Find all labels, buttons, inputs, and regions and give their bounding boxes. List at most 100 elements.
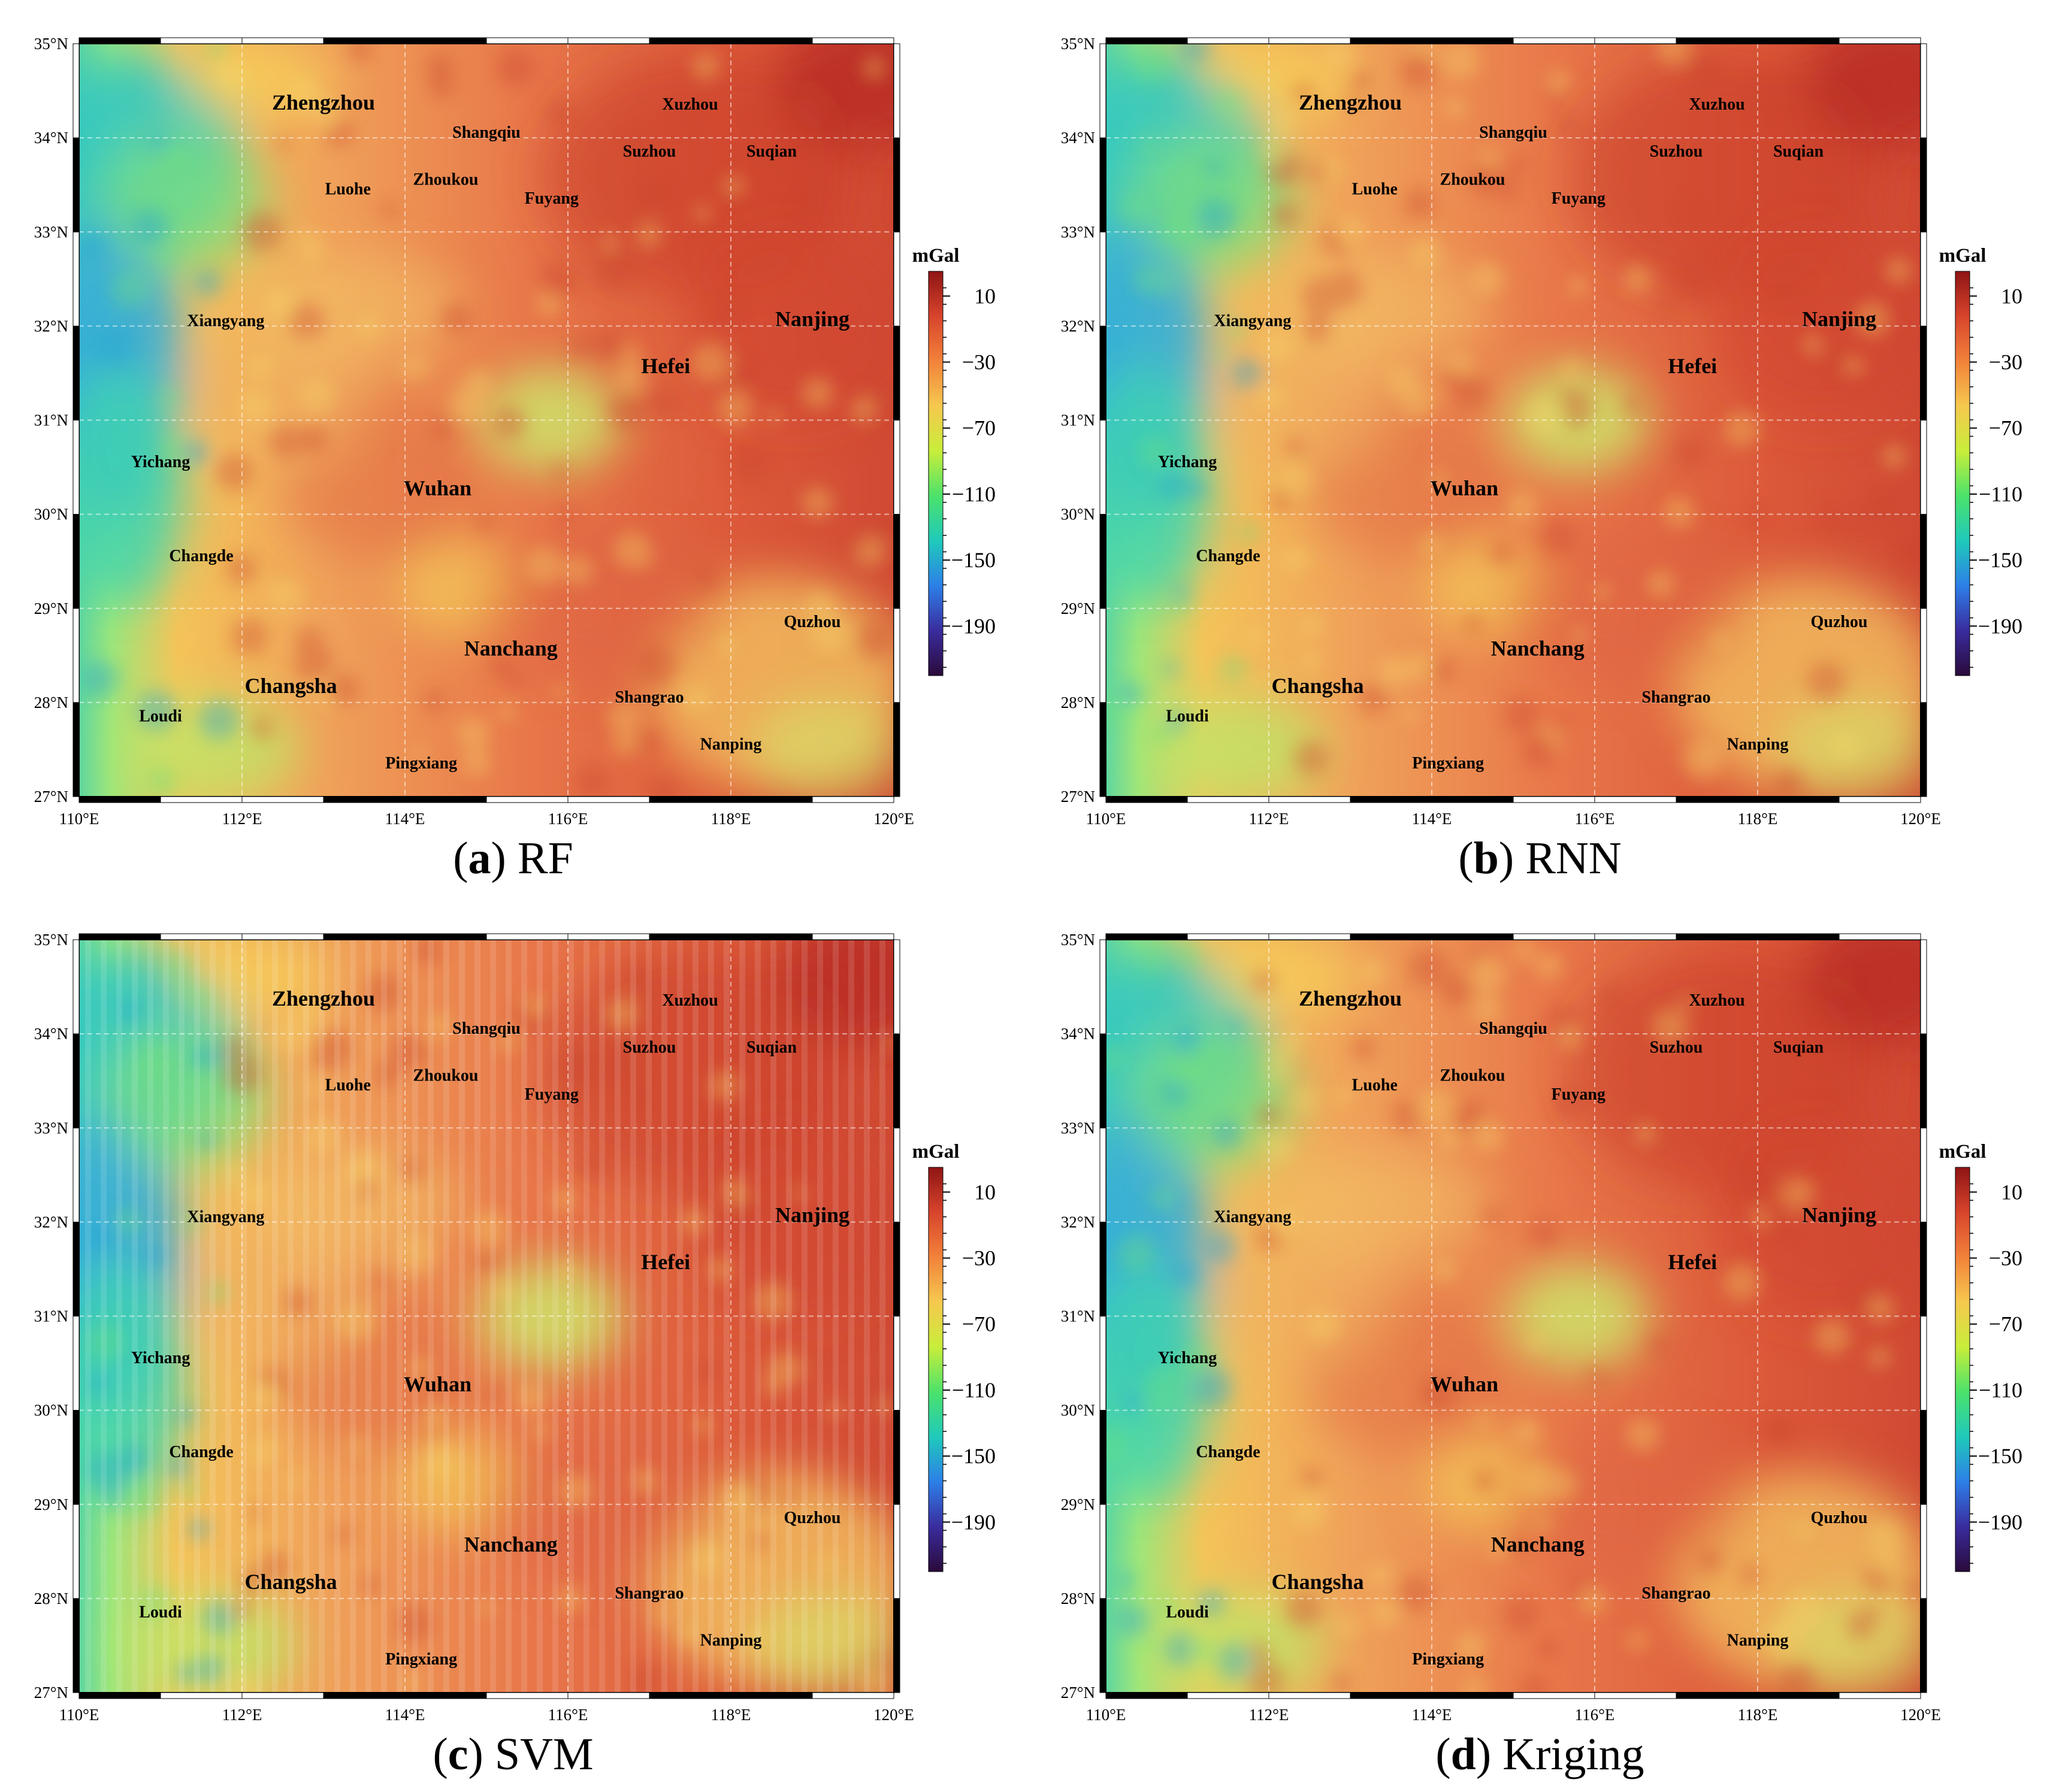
city-label-nanjing: Nanjing <box>775 307 849 331</box>
city-label-quzhou: Quzhou <box>784 1509 841 1527</box>
latitude-tick-label: 31°N <box>34 411 68 429</box>
city-label-nanjing: Nanjing <box>775 1203 849 1227</box>
latitude-tick-label: 35°N <box>34 931 68 949</box>
longitude-labels: 110°E 112°E 114°E 116°E 118°E 120°E <box>1086 1706 1941 1724</box>
city-label-xiangyang: Xiangyang <box>1214 311 1291 330</box>
panel-caption: (d) Kriging <box>1435 1729 1644 1779</box>
city-label-zhoukou: Zhoukou <box>413 1067 479 1085</box>
colorbar-tick-label: −110 <box>952 1378 996 1402</box>
latitude-tick-label: 31°N <box>1061 1307 1095 1325</box>
city-label-shangrao: Shangrao <box>1641 1584 1710 1603</box>
longitude-tick-label: 120°E <box>873 810 914 828</box>
latitude-tick-label: 32°N <box>1061 317 1095 335</box>
city-label-nanping: Nanping <box>700 1631 762 1649</box>
city-label-wuhan: Wuhan <box>1431 1372 1498 1396</box>
panel-kriging: 110°E 112°E 114°E 116°E 118°E 120°E 27°N 28°N 29… <box>1027 896 2053 1792</box>
city-label-zhoukou: Zhoukou <box>413 171 479 189</box>
caption-method: SVM <box>494 1729 594 1779</box>
colorbar-tick-label: −150 <box>1978 1444 2022 1468</box>
colorbar-tick-label: −190 <box>951 1510 996 1534</box>
gravity-anomaly-map: 110°E 112°E 114°E 116°E 118°E 120°E 27°N 28°N 29… <box>1061 35 2022 828</box>
longitude-tick-label: 120°E <box>1900 810 1941 828</box>
longitude-tick-label: 120°E <box>873 1706 914 1724</box>
colorbar-tick-label: −30 <box>1989 350 2022 374</box>
city-label-loudi: Loudi <box>1166 707 1209 725</box>
longitude-tick-label: 120°E <box>1900 1706 1941 1724</box>
city-label-xuzhou: Xuzhou <box>1689 95 1744 114</box>
longitude-tick-label: 112°E <box>1249 810 1289 828</box>
city-label-changsha: Changsha <box>1272 674 1364 698</box>
city-label-hefei: Hefei <box>1668 1250 1717 1274</box>
latitude-tick-label: 30°N <box>1061 1401 1095 1419</box>
city-label-shangrao: Shangrao <box>1641 688 1710 707</box>
city-label-luohe: Luohe <box>1352 180 1398 198</box>
latitude-tick-label: 28°N <box>34 694 68 712</box>
city-label-xiangyang: Xiangyang <box>1214 1207 1291 1226</box>
city-label-suzhou: Suzhou <box>623 143 676 161</box>
city-label-quzhou: Quzhou <box>1811 1509 1868 1527</box>
latitude-tick-label: 29°N <box>34 1496 68 1513</box>
longitude-tick-label: 114°E <box>385 810 425 828</box>
city-label-shangrao: Shangrao <box>615 688 684 707</box>
colorbar-tick-label: −30 <box>962 1246 996 1270</box>
city-labels: Zhengzhou Xuzhou Shangqiu Suzhou Suqian Luohe… <box>131 90 849 773</box>
latitude-tick-label: 32°N <box>34 1213 68 1231</box>
city-label-fuyang: Fuyang <box>1552 189 1605 208</box>
latitude-tick-label: 34°N <box>34 1025 68 1043</box>
longitude-tick-label: 116°E <box>548 1706 588 1724</box>
city-label-changde: Changde <box>169 547 233 565</box>
city-label-zhoukou: Zhoukou <box>1440 171 1505 189</box>
city-label-fuyang: Fuyang <box>525 189 579 208</box>
latitude-labels: 27°N 28°N 29°N 30°N 31°N 32°N 33°N 34°N 35°N <box>1061 35 1095 806</box>
latitude-tick-label: 29°N <box>1061 600 1095 617</box>
graticule <box>79 940 894 1693</box>
colorbar-ramp <box>1955 1167 1970 1572</box>
city-label-shangqiu: Shangqiu <box>452 1019 521 1038</box>
city-label-suzhou: Suzhou <box>1650 1039 1703 1057</box>
map-frame <box>1099 933 1927 1699</box>
longitude-tick-label: 112°E <box>222 1706 262 1724</box>
latitude-tick-label: 33°N <box>34 223 68 241</box>
city-labels: Zhengzhou Xuzhou Shangqiu Suzhou Suqian Luohe… <box>131 986 849 1669</box>
city-label-suqian: Suqian <box>746 143 797 161</box>
city-label-shangrao: Shangrao <box>615 1584 684 1603</box>
map-frame <box>72 933 900 1699</box>
city-label-shangqiu: Shangqiu <box>452 123 521 142</box>
latitude-tick-label: 27°N <box>1061 788 1095 806</box>
city-label-suqian: Suqian <box>1773 1039 1824 1057</box>
colorbar-tick-label: −70 <box>1989 416 2022 440</box>
city-label-loudi: Loudi <box>1166 1603 1209 1621</box>
colorbar-tick-label: −30 <box>1989 1246 2022 1270</box>
latitude-tick-label: 34°N <box>34 129 68 147</box>
latitude-labels: 27°N 28°N 29°N 30°N 31°N 32°N 33°N 34°N 35°N <box>34 35 68 806</box>
colorbar-tick-label: −70 <box>962 416 996 440</box>
city-label-wuhan: Wuhan <box>404 1372 471 1396</box>
longitude-tick-label: 114°E <box>385 1706 425 1724</box>
city-label-yichang: Yichang <box>131 1349 191 1367</box>
colorbar-ramp <box>928 1167 944 1572</box>
colorbar-unit: mGal <box>912 245 960 267</box>
map-frame <box>1099 37 1927 803</box>
city-label-nanping: Nanping <box>700 735 762 753</box>
longitude-tick-label: 110°E <box>59 810 99 828</box>
colorbar-tick-label: −110 <box>1979 482 2022 506</box>
colorbar: mGal 10 −30 −70 −110 −150 −190 <box>912 1141 996 1572</box>
city-label-zhengzhou: Zhengzhou <box>272 90 375 114</box>
colorbar-tick-label: −190 <box>951 614 996 638</box>
colorbar-tick-label: −190 <box>1978 1510 2022 1534</box>
city-label-pingxiang: Pingxiang <box>1412 1650 1484 1669</box>
latitude-tick-label: 32°N <box>1061 1213 1095 1231</box>
city-label-zhengzhou: Zhengzhou <box>272 986 375 1010</box>
city-label-luohe: Luohe <box>1352 1076 1398 1094</box>
city-label-changde: Changde <box>169 1443 233 1461</box>
city-label-pingxiang: Pingxiang <box>385 754 457 773</box>
colorbar-tick-label: 10 <box>2001 284 2022 308</box>
latitude-tick-label: 35°N <box>1061 35 1095 53</box>
colorbar-tick-label: −190 <box>1978 614 2022 638</box>
city-label-wuhan: Wuhan <box>404 476 471 500</box>
city-label-hefei: Hefei <box>641 1250 690 1274</box>
city-label-changsha: Changsha <box>1272 1570 1364 1594</box>
city-label-changde: Changde <box>1196 1443 1260 1461</box>
longitude-tick-label: 112°E <box>222 810 262 828</box>
latitude-labels: 27°N 28°N 29°N 30°N 31°N 32°N 33°N 34°N 35°N <box>34 931 68 1702</box>
